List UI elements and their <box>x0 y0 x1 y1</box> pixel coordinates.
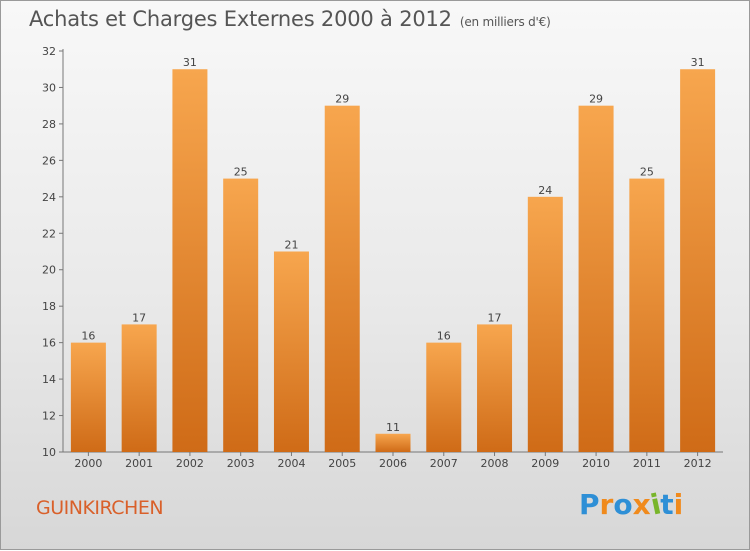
chart-title-text: Achats et Charges Externes 2000 à 2012 <box>29 7 452 31</box>
y-tick-label: 28 <box>42 118 56 131</box>
town-name: GUINKIRCHEN <box>36 497 164 519</box>
bar <box>223 178 259 452</box>
bar-value-label: 17 <box>132 311 146 324</box>
bar <box>629 178 665 452</box>
y-tick-label: 24 <box>42 191 56 204</box>
y-tick-label: 32 <box>42 45 56 58</box>
bar-value-label: 21 <box>284 239 298 252</box>
bar-value-label: 29 <box>589 93 603 106</box>
bar <box>70 342 106 452</box>
bar-value-label: 31 <box>183 56 197 69</box>
chart-title: Achats et Charges Externes 2000 à 2012 (e… <box>29 7 551 31</box>
logo-letter: i <box>673 488 684 521</box>
bar-value-label: 29 <box>335 93 349 106</box>
logo-letter: r <box>599 488 614 521</box>
x-tick-label: 2006 <box>379 457 407 470</box>
bar <box>172 69 208 453</box>
y-tick-label: 12 <box>42 410 56 423</box>
bar <box>273 251 309 452</box>
bar-value-label: 31 <box>691 56 705 69</box>
x-tick-label: 2000 <box>74 457 102 470</box>
bar <box>477 324 513 452</box>
logo-letter: o <box>613 488 633 521</box>
x-tick-label: 2012 <box>684 457 712 470</box>
bar-value-label: 11 <box>386 421 400 434</box>
x-tick-label: 2008 <box>481 457 509 470</box>
x-tick-label: 2002 <box>176 457 204 470</box>
bar <box>324 105 360 452</box>
x-tick-label: 2007 <box>430 457 458 470</box>
y-tick-label: 30 <box>42 81 56 94</box>
x-tick-label: 2010 <box>582 457 610 470</box>
x-tick-label: 2011 <box>633 457 661 470</box>
chart-subtitle: (en milliers d'€) <box>459 15 551 29</box>
bar <box>375 433 411 452</box>
bar-value-label: 24 <box>538 184 552 197</box>
bar-value-label: 16 <box>81 330 95 343</box>
x-tick-label: 2001 <box>125 457 153 470</box>
logo-letter: x <box>632 488 651 521</box>
bar-value-label: 25 <box>640 166 654 179</box>
x-tick-label: 2009 <box>531 457 559 470</box>
y-tick-label: 10 <box>42 446 56 459</box>
bar <box>426 342 462 452</box>
bar <box>121 324 157 452</box>
bar-value-label: 16 <box>437 330 451 343</box>
x-tick-label: 2003 <box>227 457 255 470</box>
bar-value-label: 25 <box>234 166 248 179</box>
x-tick-label: 2005 <box>328 457 356 470</box>
bar <box>578 105 614 452</box>
y-tick-label: 18 <box>42 300 56 313</box>
y-tick-label: 22 <box>42 227 56 240</box>
bar-value-label: 17 <box>488 311 502 324</box>
bar <box>527 196 563 452</box>
y-tick-label: 20 <box>42 264 56 277</box>
bar <box>680 69 716 453</box>
y-tick-label: 16 <box>42 337 56 350</box>
x-tick-label: 2004 <box>277 457 305 470</box>
logo-letter: t <box>660 488 674 521</box>
y-tick-label: 26 <box>42 154 56 167</box>
logo-letter: P <box>579 488 600 521</box>
proxiti-logo[interactable]: Proxiti <box>579 487 684 521</box>
y-tick-label: 14 <box>42 373 56 386</box>
